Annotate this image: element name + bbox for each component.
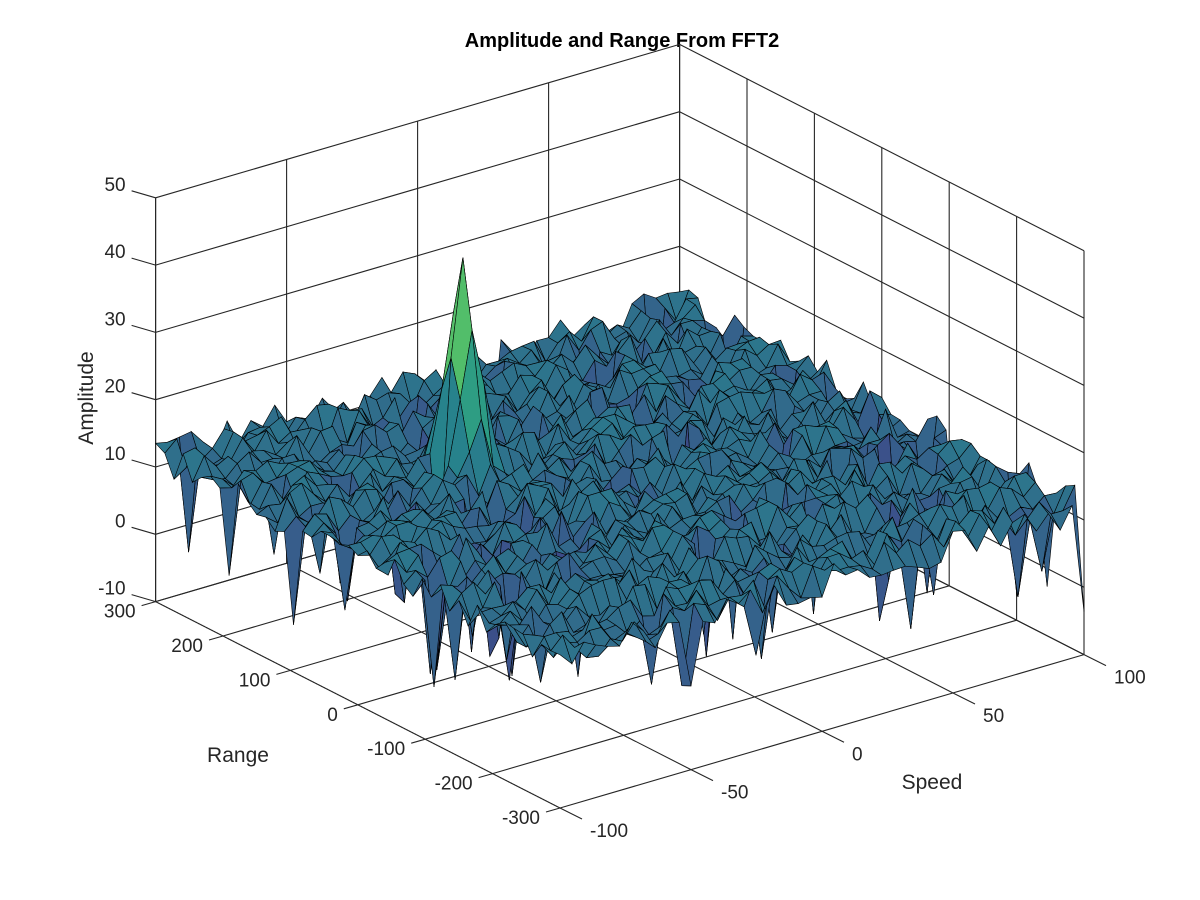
x-tick-mark bbox=[690, 769, 714, 782]
z-tick-label: 20 bbox=[104, 377, 125, 398]
x-tick-label: 0 bbox=[852, 744, 863, 765]
z-tick-label: -10 bbox=[98, 579, 125, 600]
z-tick-label: 10 bbox=[104, 444, 125, 465]
z-tick-mark bbox=[131, 392, 156, 401]
floor-gridline bbox=[492, 619, 1017, 775]
z-tick-mark bbox=[131, 190, 156, 199]
side-wall-gridline bbox=[679, 111, 1085, 319]
y-tick-mark bbox=[141, 601, 156, 607]
z-tick-mark bbox=[131, 594, 156, 603]
y-axis-label: Range bbox=[207, 744, 269, 767]
z-tick-mark bbox=[131, 324, 156, 333]
side-wall-gridline bbox=[679, 178, 1085, 386]
x-tick-mark bbox=[952, 692, 976, 705]
z-tick-mark bbox=[131, 459, 156, 468]
back-wall-gridline bbox=[155, 43, 680, 199]
chart-title: Amplitude and Range From FFT2 bbox=[465, 30, 779, 52]
y-tick-label: -300 bbox=[502, 808, 540, 829]
y-tick-mark bbox=[276, 669, 291, 675]
y-tick-mark bbox=[343, 704, 358, 710]
x-tick-mark bbox=[1083, 654, 1107, 667]
side-wall-gridline bbox=[679, 245, 1085, 454]
y-tick-label: -200 bbox=[435, 774, 473, 795]
x-tick-label: -100 bbox=[590, 821, 628, 842]
y-tick-label: 300 bbox=[104, 602, 136, 623]
x-tick-label: 50 bbox=[983, 706, 1004, 727]
y-tick-mark bbox=[545, 807, 561, 813]
z-tick-label: 30 bbox=[104, 309, 125, 330]
back-wall-gridline bbox=[155, 178, 680, 333]
y-tick-label: -100 bbox=[367, 739, 405, 760]
z-tick-label: 50 bbox=[104, 175, 125, 196]
back-wall-gridline bbox=[155, 245, 680, 401]
back-wall-gridline bbox=[155, 111, 680, 266]
z-tick-label: 0 bbox=[115, 511, 126, 532]
surface-plot bbox=[154, 257, 1085, 687]
z-tick-mark bbox=[131, 526, 156, 535]
x-tick-mark bbox=[821, 730, 845, 743]
z-axis-label: Amplitude bbox=[75, 351, 98, 444]
y-tick-label: 0 bbox=[327, 705, 338, 726]
z-tick-label: 40 bbox=[104, 242, 125, 263]
surface-patch bbox=[1062, 484, 1085, 612]
z-tick-mark bbox=[131, 257, 156, 266]
y-tick-label: 200 bbox=[171, 636, 203, 657]
y-tick-mark bbox=[411, 738, 426, 744]
x-tick-label: 100 bbox=[1114, 668, 1146, 689]
x-tick-label: -50 bbox=[721, 783, 748, 804]
surface-patch bbox=[550, 634, 573, 665]
y-tick-mark bbox=[208, 635, 224, 641]
y-tick-mark bbox=[478, 773, 493, 779]
side-wall-gridline bbox=[679, 43, 1085, 252]
tick-labels: -1001020304050-300-200-1000100200300-100… bbox=[98, 175, 1146, 842]
x-tick-mark bbox=[559, 807, 583, 820]
x-axis-label: Speed bbox=[902, 771, 963, 794]
y-tick-label: 100 bbox=[239, 670, 271, 691]
